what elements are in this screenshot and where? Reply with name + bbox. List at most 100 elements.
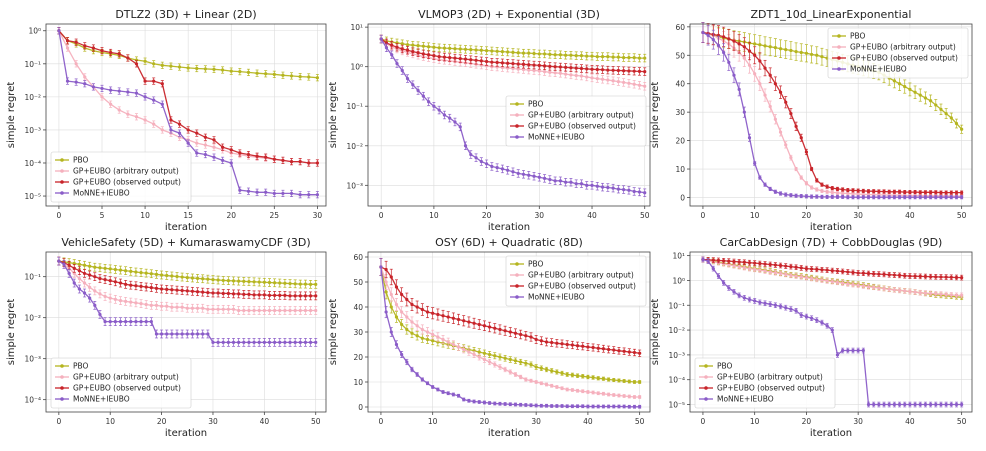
data-point xyxy=(143,59,147,63)
data-point xyxy=(267,308,272,313)
data-point xyxy=(737,260,741,264)
legend-label: PBO xyxy=(717,362,733,371)
data-point xyxy=(490,164,494,169)
data-point xyxy=(405,43,410,47)
legend-marker xyxy=(60,180,64,184)
data-point xyxy=(560,342,564,346)
data-point xyxy=(527,173,531,177)
data-point xyxy=(835,195,840,199)
x-tick-label: 40 xyxy=(260,417,270,426)
data-point xyxy=(565,387,569,392)
y-tick-label: 10¹ xyxy=(350,23,363,32)
data-point xyxy=(944,195,948,199)
data-point xyxy=(622,349,626,353)
x-tick-label: 30 xyxy=(853,417,863,426)
data-point xyxy=(585,183,589,187)
data-point xyxy=(553,65,557,69)
data-point xyxy=(887,402,891,407)
data-point xyxy=(126,90,130,94)
data-point xyxy=(825,279,829,283)
data-point xyxy=(126,112,130,116)
data-point xyxy=(113,297,117,301)
data-point xyxy=(799,175,803,180)
data-point xyxy=(892,402,896,407)
x-axis-label: iteration xyxy=(488,222,530,233)
y-tick-label: 10⁻³ xyxy=(346,181,363,190)
data-point xyxy=(113,280,117,284)
data-point xyxy=(143,118,147,122)
x-tick-label: 20 xyxy=(480,417,490,426)
data-point xyxy=(548,52,552,56)
data-point xyxy=(758,261,762,266)
data-point xyxy=(939,107,943,111)
data-point xyxy=(830,190,834,194)
data-point xyxy=(882,402,886,407)
data-point xyxy=(477,355,481,359)
y-tick-label: 10⁻⁴ xyxy=(668,376,685,385)
data-point xyxy=(632,405,637,409)
data-point xyxy=(887,273,891,277)
data-point xyxy=(384,290,388,294)
data-point xyxy=(394,302,399,307)
data-point xyxy=(841,348,845,353)
data-point xyxy=(411,50,415,54)
x-axis-label: iteration xyxy=(165,428,207,439)
data-point xyxy=(511,50,515,54)
data-point xyxy=(165,287,169,291)
y-axis-label: simple regret xyxy=(6,82,17,149)
data-point xyxy=(815,267,819,271)
data-point xyxy=(308,340,313,344)
data-point xyxy=(467,399,471,403)
data-point xyxy=(315,76,319,80)
data-point xyxy=(539,366,543,370)
data-point xyxy=(617,349,621,353)
data-point xyxy=(632,395,637,399)
data-point xyxy=(600,54,605,59)
data-point xyxy=(600,68,605,72)
data-point xyxy=(537,69,541,73)
data-point xyxy=(103,294,107,299)
data-point xyxy=(238,70,242,74)
data-point xyxy=(778,263,783,268)
x-tick-label: 20 xyxy=(802,211,812,220)
data-point xyxy=(257,308,261,313)
data-point xyxy=(154,272,159,276)
data-point xyxy=(742,296,746,300)
data-point xyxy=(201,332,205,336)
data-point xyxy=(432,104,436,108)
legend-marker xyxy=(60,386,64,390)
data-point xyxy=(262,293,266,297)
data-point xyxy=(521,172,526,176)
data-point xyxy=(820,183,824,187)
data-point xyxy=(591,390,595,395)
data-point xyxy=(519,375,523,379)
y-axis-label: simple regret xyxy=(650,299,661,366)
data-point xyxy=(753,53,757,57)
data-point xyxy=(949,275,953,279)
data-point xyxy=(570,373,574,377)
data-point xyxy=(307,193,311,197)
data-point xyxy=(237,308,241,313)
data-point xyxy=(264,72,268,76)
data-point xyxy=(595,76,599,81)
data-point xyxy=(611,68,615,72)
data-point xyxy=(65,79,70,83)
data-point xyxy=(500,167,505,171)
series-monne-ieubo xyxy=(701,22,964,200)
data-point xyxy=(887,195,891,199)
data-point xyxy=(820,55,824,59)
data-point xyxy=(524,361,528,365)
data-point xyxy=(815,187,819,192)
data-point xyxy=(124,320,128,324)
data-point xyxy=(195,290,200,294)
data-point xyxy=(778,90,783,94)
data-point xyxy=(553,179,557,183)
data-point xyxy=(474,58,478,62)
data-point xyxy=(579,54,584,58)
data-point xyxy=(100,86,104,91)
data-point xyxy=(553,71,557,75)
x-axis-label: iteration xyxy=(810,428,852,439)
data-point xyxy=(758,82,762,86)
data-point xyxy=(231,292,236,296)
data-point xyxy=(456,317,461,322)
